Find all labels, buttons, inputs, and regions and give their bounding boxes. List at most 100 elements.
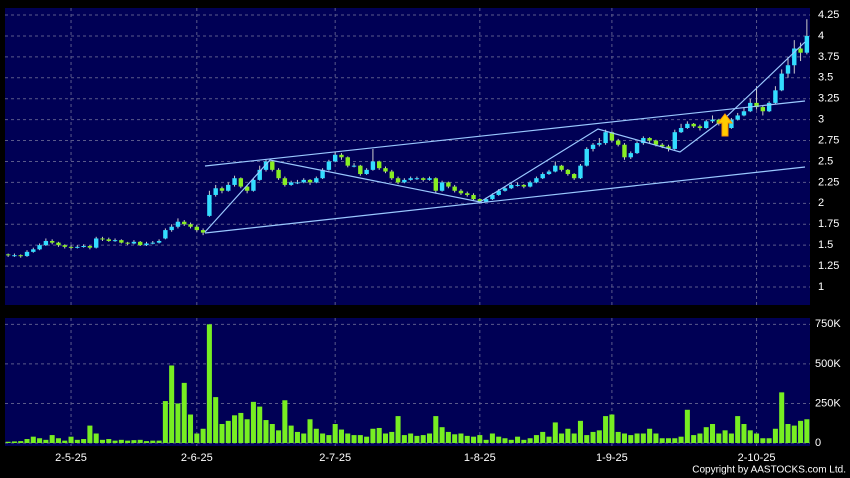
volume-bar bbox=[452, 434, 458, 443]
volume-bar bbox=[445, 431, 451, 443]
candle-body bbox=[779, 73, 784, 91]
candle-body bbox=[647, 138, 652, 141]
y-tick-label: 4 bbox=[818, 30, 824, 42]
candle-body bbox=[150, 242, 155, 244]
volume-bar bbox=[55, 438, 61, 443]
trend-lines bbox=[204, 41, 806, 234]
volume-bar bbox=[263, 420, 269, 443]
candle-body bbox=[452, 186, 457, 191]
candle-body bbox=[282, 178, 288, 185]
volume-bar bbox=[43, 439, 49, 443]
channel-upper bbox=[204, 100, 806, 167]
volume-bar bbox=[99, 439, 105, 443]
volume-bar bbox=[502, 438, 508, 443]
volume-bar bbox=[370, 428, 376, 443]
volume-bar bbox=[785, 424, 791, 443]
volume-bar bbox=[471, 436, 477, 443]
volume-bar bbox=[735, 416, 741, 443]
candle-body bbox=[200, 230, 206, 233]
candle-body bbox=[93, 238, 99, 248]
volume-bar bbox=[320, 433, 326, 443]
volume-bar bbox=[345, 433, 351, 443]
y-tick-label: 3.5 bbox=[818, 72, 833, 84]
candle-body bbox=[792, 48, 797, 66]
y2-tick-label: 250K bbox=[815, 397, 841, 409]
volume-bar bbox=[754, 433, 760, 443]
candle-body bbox=[798, 48, 803, 53]
candle-body bbox=[43, 240, 49, 246]
candle-body bbox=[81, 246, 86, 248]
volume-bar bbox=[5, 441, 11, 443]
candle-body bbox=[609, 132, 615, 141]
candle-body bbox=[219, 188, 225, 191]
candle-body bbox=[182, 221, 187, 225]
volume-bar bbox=[659, 438, 665, 443]
x-tick-label: 1-8-25 bbox=[464, 452, 496, 464]
volume-bar bbox=[74, 439, 80, 443]
candle-body bbox=[376, 161, 382, 169]
candle-body bbox=[263, 161, 269, 170]
y-tick-label: 4.25 bbox=[818, 9, 839, 21]
candle-body bbox=[194, 226, 200, 231]
price-panel bbox=[5, 8, 810, 305]
volume-bar bbox=[11, 441, 17, 443]
volume-bar bbox=[238, 412, 244, 443]
volume-bar bbox=[609, 414, 615, 443]
volume-bar bbox=[213, 397, 219, 443]
candle-body bbox=[408, 178, 413, 180]
candle-body bbox=[238, 178, 244, 187]
volume-bar bbox=[420, 435, 426, 443]
arrow bbox=[716, 113, 734, 137]
volume-bar bbox=[206, 324, 212, 443]
labels: 1 1.25 1.5 1.75 2 2.25 2.5 2.75 3 3.25 3.5 3.75 4 4.2… bbox=[55, 9, 841, 464]
candle-body bbox=[571, 174, 577, 179]
volume-bar bbox=[376, 427, 382, 443]
volume-bar bbox=[791, 425, 797, 443]
volume-bar bbox=[439, 427, 445, 443]
volume-bar bbox=[426, 433, 433, 443]
candle-body bbox=[584, 148, 589, 166]
candle-body bbox=[301, 179, 306, 183]
candle-body bbox=[628, 153, 633, 158]
volume-bar bbox=[722, 430, 728, 443]
candle-body bbox=[527, 182, 533, 187]
volume-bar bbox=[665, 438, 672, 443]
volume-bar bbox=[357, 435, 363, 443]
y-tick-label: 1 bbox=[818, 281, 824, 293]
volume-bar bbox=[395, 416, 401, 443]
volume-bar bbox=[647, 428, 653, 443]
volume-bar bbox=[338, 429, 344, 443]
volume-bar bbox=[772, 428, 778, 443]
volume-bar bbox=[200, 428, 206, 443]
candle-body bbox=[502, 188, 508, 191]
volume-bar bbox=[703, 427, 709, 443]
y2-tick-label: 0 bbox=[815, 437, 821, 449]
volume-bar bbox=[389, 431, 395, 443]
volume-bar bbox=[489, 433, 495, 443]
volume-bar bbox=[603, 416, 609, 443]
candle-body bbox=[62, 245, 67, 247]
volume-bar bbox=[515, 436, 521, 443]
x-tick-label: 2-10-25 bbox=[738, 452, 776, 464]
volume-bar bbox=[552, 422, 558, 443]
volume-bar bbox=[691, 435, 697, 443]
candle-body bbox=[339, 154, 344, 158]
candle-body bbox=[653, 140, 659, 145]
candle-body bbox=[427, 178, 432, 180]
volume-bar bbox=[62, 440, 68, 443]
volume-bar bbox=[332, 424, 338, 443]
volume-bar bbox=[276, 430, 282, 443]
candle-body bbox=[433, 178, 439, 191]
candle-body bbox=[188, 224, 193, 227]
volume-bar bbox=[565, 428, 571, 443]
candle-body bbox=[332, 154, 338, 162]
candle-body bbox=[546, 171, 552, 175]
volume-bar bbox=[414, 435, 420, 443]
candle-body bbox=[641, 138, 646, 144]
candle-body bbox=[24, 251, 30, 257]
candle-body bbox=[615, 140, 621, 145]
volume-bar bbox=[728, 433, 734, 443]
volume-bar bbox=[804, 419, 810, 443]
y-tick-label: 1.25 bbox=[818, 260, 839, 272]
